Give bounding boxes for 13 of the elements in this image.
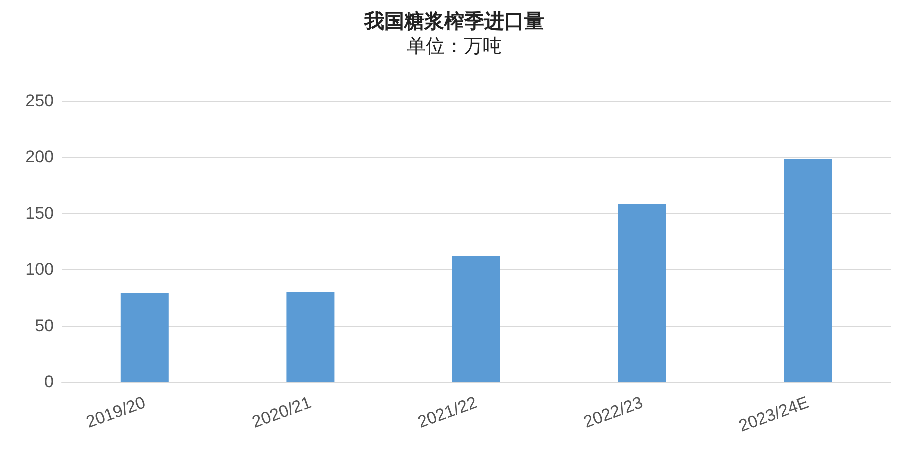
y-tick-label: 50: [35, 316, 54, 336]
y-tick-label: 250: [26, 92, 54, 110]
chart-title: 我国糖浆榨季进口量: [364, 9, 544, 33]
bar: [452, 256, 500, 382]
y-tick-label: 0: [44, 372, 54, 392]
y-tick-label: 200: [26, 148, 54, 167]
bar: [120, 293, 169, 382]
bar: [784, 159, 832, 382]
y-tick-label: 100: [26, 260, 54, 280]
chart-subtitle: 单位：万吨: [407, 36, 502, 58]
bar: [286, 292, 335, 382]
bar: [618, 204, 666, 382]
y-tick-label: 150: [26, 204, 54, 223]
